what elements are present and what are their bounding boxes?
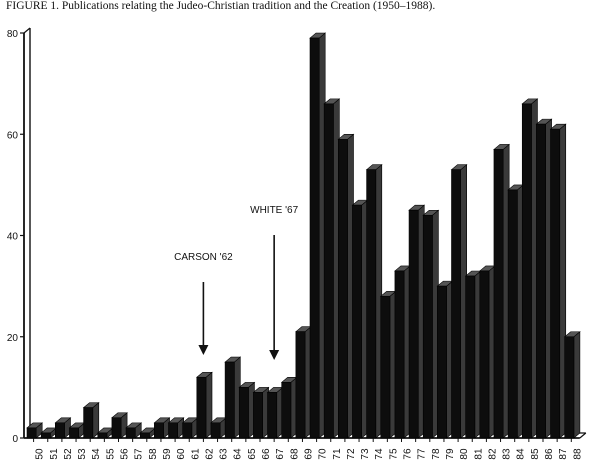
x-tick-label: 70: [318, 448, 329, 460]
bar: [253, 392, 263, 439]
x-tick-label: 50: [35, 448, 46, 460]
bar: [550, 128, 561, 439]
bar: [408, 209, 419, 439]
x-tick-label: 53: [77, 448, 88, 460]
x-tick-label: 75: [388, 448, 399, 460]
bar: [337, 139, 348, 439]
x-tick-label: 51: [49, 448, 60, 460]
x-tick-label: 71: [332, 448, 343, 460]
x-tick-label: 77: [417, 448, 428, 460]
x-tick-label: 59: [162, 448, 173, 460]
bar: [366, 169, 377, 439]
annotation-arrow-head: [269, 350, 280, 360]
x-tick-label: 85: [530, 448, 541, 460]
x-tick-label: 64: [233, 448, 244, 460]
x-tick-label: 55: [105, 448, 116, 460]
y-tick-label: 80: [7, 29, 19, 40]
bar: [168, 422, 178, 439]
x-tick-label: 63: [219, 448, 230, 460]
x-tick-label: 62: [204, 448, 215, 460]
x-tick-label: 67: [275, 448, 286, 460]
bar: [69, 427, 79, 439]
bar: [54, 422, 65, 439]
bar: [267, 392, 278, 439]
bar: [224, 361, 235, 439]
x-tick-label: 83: [502, 448, 513, 460]
bar: [493, 149, 504, 439]
bar: [238, 387, 249, 439]
y-tick-label: 0: [12, 434, 18, 445]
bar: [40, 432, 51, 439]
bar: [111, 417, 122, 439]
x-tick-label: 73: [360, 448, 371, 460]
x-tick-label: 84: [516, 448, 527, 460]
x-tick-label: 68: [289, 448, 300, 460]
x-tick-label: 78: [431, 448, 442, 460]
annotation-label: WHITE '67: [250, 205, 298, 216]
x-tick-label: 65: [247, 448, 258, 460]
bar: [564, 336, 575, 439]
x-tick-label: 82: [487, 448, 498, 460]
annotation-arrow-head: [198, 345, 209, 355]
bar: [451, 169, 461, 439]
bar: [295, 331, 306, 439]
bar: [437, 285, 447, 439]
x-tick-label: 52: [63, 448, 74, 460]
chart-annotations: CARSON '62 WHITE '67: [174, 205, 299, 360]
y-axis-top-cap: [23, 27, 31, 34]
bar: [323, 103, 334, 439]
x-tick-label: 87: [558, 448, 569, 460]
bar: [139, 432, 150, 439]
bar: [352, 204, 362, 439]
x-tick-label: 61: [190, 448, 201, 460]
y-tick-label: 20: [7, 333, 19, 344]
bar: [97, 432, 108, 439]
bar: [394, 270, 405, 439]
bar: [521, 103, 532, 439]
bar: [210, 422, 221, 439]
x-tick-label: 57: [134, 448, 145, 460]
x-tick-label: 54: [91, 448, 102, 460]
bar: [26, 427, 37, 439]
x-tick-label: 72: [346, 448, 357, 460]
bar: [281, 382, 292, 439]
x-tick-label: 60: [176, 448, 187, 460]
bar-side: [573, 331, 581, 439]
x-tick-label: 81: [473, 448, 484, 460]
bar: [465, 275, 476, 439]
bar: [536, 123, 546, 439]
x-tick-label: 79: [445, 448, 456, 460]
x-tick-label: 88: [572, 448, 583, 460]
bar: [125, 427, 136, 439]
y-tick-label: 40: [7, 232, 19, 243]
bar: [309, 37, 320, 439]
bar: [154, 422, 164, 439]
y-tick-label: 60: [7, 130, 19, 141]
x-tick-label: 86: [544, 448, 555, 460]
bar: [380, 295, 391, 439]
bar: [196, 376, 207, 439]
x-tick-label: 74: [374, 448, 385, 460]
bar: [83, 407, 94, 439]
x-tick-label: 58: [148, 448, 159, 460]
x-tick-label: 69: [303, 448, 314, 460]
bar: [479, 270, 490, 439]
x-axis-end-cap: [579, 432, 587, 439]
x-tick-label: 56: [120, 448, 131, 460]
figure-caption: FIGURE 1. Publications relating the Jude…: [6, 0, 436, 12]
x-tick-label: 76: [403, 448, 414, 460]
x-tick-label: 66: [261, 448, 272, 460]
bar: [422, 214, 433, 439]
bar: [182, 422, 193, 439]
bar: [507, 189, 518, 439]
x-tick-label: 80: [459, 448, 470, 460]
chart-bars: [26, 32, 581, 439]
annotation-label: CARSON '62: [174, 252, 233, 263]
